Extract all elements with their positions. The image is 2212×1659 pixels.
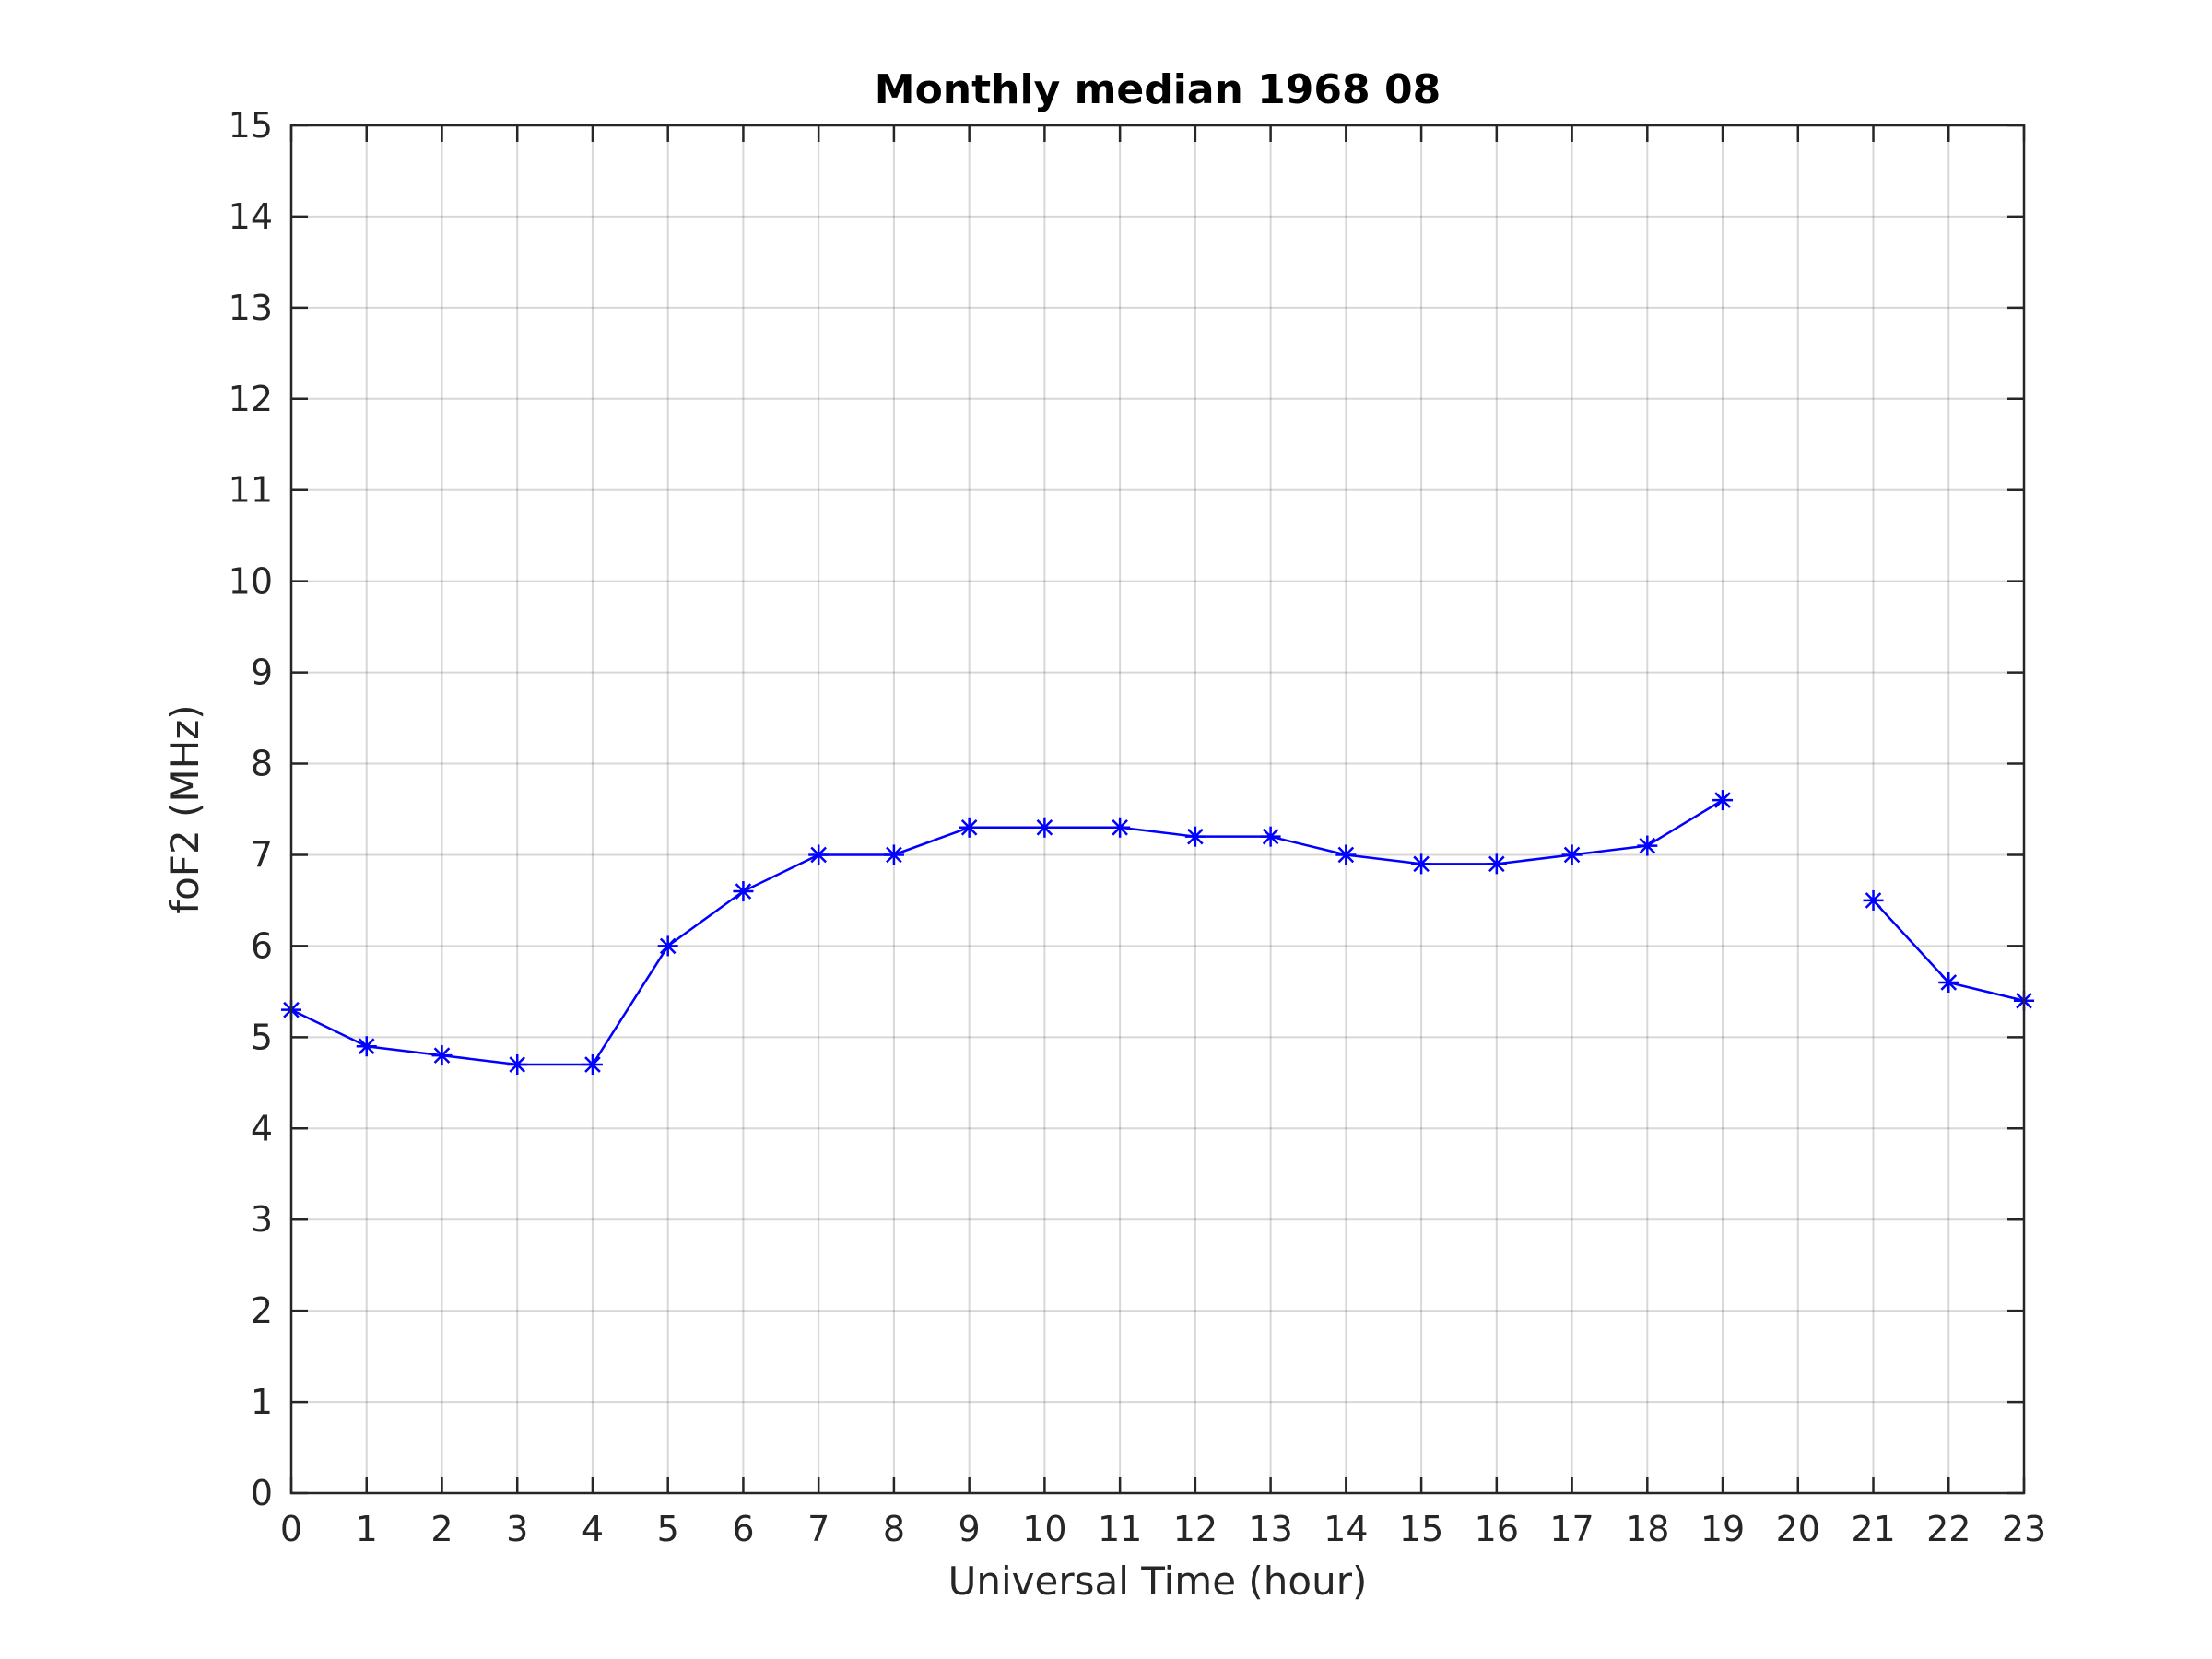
data-point <box>1863 889 1884 911</box>
y-tick-label: 1 <box>251 1382 273 1422</box>
data-point <box>1637 835 1658 856</box>
x-tick-label: 12 <box>1173 1509 1218 1549</box>
x-tick-label: 11 <box>1098 1509 1142 1549</box>
y-tick-label: 3 <box>251 1199 273 1240</box>
data-point <box>808 844 830 865</box>
data-point <box>959 817 980 838</box>
data-point <box>883 844 904 865</box>
data-point <box>431 1045 453 1066</box>
x-tick-labels: 0 1 2 3 4 5 6 7 8 9 10 11 12 13 14 15 16 17 18 19 20 21 22 23 <box>280 1509 2046 1549</box>
y-tick-label: 2 <box>251 1290 273 1331</box>
x-tick-label: 18 <box>1625 1509 1669 1549</box>
y-tick-label: 14 <box>229 196 273 237</box>
x-tick-label: 0 <box>280 1509 302 1549</box>
data-point <box>507 1054 528 1076</box>
y-tick-label: 7 <box>251 834 273 875</box>
data-point <box>1938 971 1959 993</box>
x-tick-label: 5 <box>657 1509 679 1549</box>
y-tick-label: 12 <box>229 379 273 419</box>
series-layer <box>281 790 2034 1076</box>
y-axis-label: foF2 (MHz) <box>162 704 207 913</box>
data-point <box>1486 853 1507 875</box>
data-point <box>733 881 754 902</box>
data-point <box>1561 844 1583 865</box>
y-tick-label: 5 <box>251 1017 273 1057</box>
x-tick-label: 17 <box>1549 1509 1594 1549</box>
y-tick-label: 9 <box>251 653 273 693</box>
axis-ticks <box>289 124 2026 1495</box>
x-tick-label: 23 <box>2002 1509 2046 1549</box>
x-tick-label: 7 <box>807 1509 830 1549</box>
grid-lines <box>290 124 2025 1494</box>
x-tick-label: 1 <box>356 1509 378 1549</box>
data-point <box>657 935 678 957</box>
data-point <box>1260 826 1281 847</box>
plot-area-frame <box>289 124 2026 1495</box>
data-point <box>356 1036 377 1057</box>
x-axis-label: Universal Time (hour) <box>948 1559 1368 1604</box>
x-tick-label: 13 <box>1248 1509 1292 1549</box>
y-tick-label: 11 <box>229 470 273 511</box>
data-point <box>1712 790 1734 811</box>
data-point <box>1184 826 1206 847</box>
series-line <box>290 799 1724 1066</box>
y-tick-label: 4 <box>251 1108 273 1148</box>
chart-title: Monthly median 1968 08 <box>875 66 1441 113</box>
y-tick-label: 15 <box>229 105 273 146</box>
x-tick-label: 3 <box>506 1509 528 1549</box>
y-tick-label: 0 <box>251 1473 273 1513</box>
data-point <box>1110 817 1131 838</box>
x-tick-label: 20 <box>1776 1509 1820 1549</box>
x-tick-label: 6 <box>732 1509 754 1549</box>
x-tick-label: 22 <box>1926 1509 1971 1549</box>
x-tick-label: 2 <box>430 1509 453 1549</box>
x-tick-label: 4 <box>582 1509 604 1549</box>
x-tick-label: 19 <box>1700 1509 1745 1549</box>
x-tick-label: 14 <box>1324 1509 1368 1549</box>
x-tick-label: 8 <box>883 1509 905 1549</box>
x-tick-label: 21 <box>1851 1509 1895 1549</box>
x-tick-label: 9 <box>959 1509 981 1549</box>
x-tick-label: 16 <box>1475 1509 1519 1549</box>
y-tick-label: 10 <box>229 561 273 602</box>
data-point <box>1335 844 1357 865</box>
data-point <box>1034 817 1055 838</box>
data-point <box>1411 853 1432 875</box>
x-tick-label: 15 <box>1399 1509 1443 1549</box>
y-tick-label: 13 <box>229 288 273 328</box>
x-tick-label: 10 <box>1022 1509 1066 1549</box>
data-point <box>582 1054 603 1076</box>
y-tick-label: 8 <box>251 744 273 784</box>
y-tick-label: 6 <box>251 925 273 966</box>
